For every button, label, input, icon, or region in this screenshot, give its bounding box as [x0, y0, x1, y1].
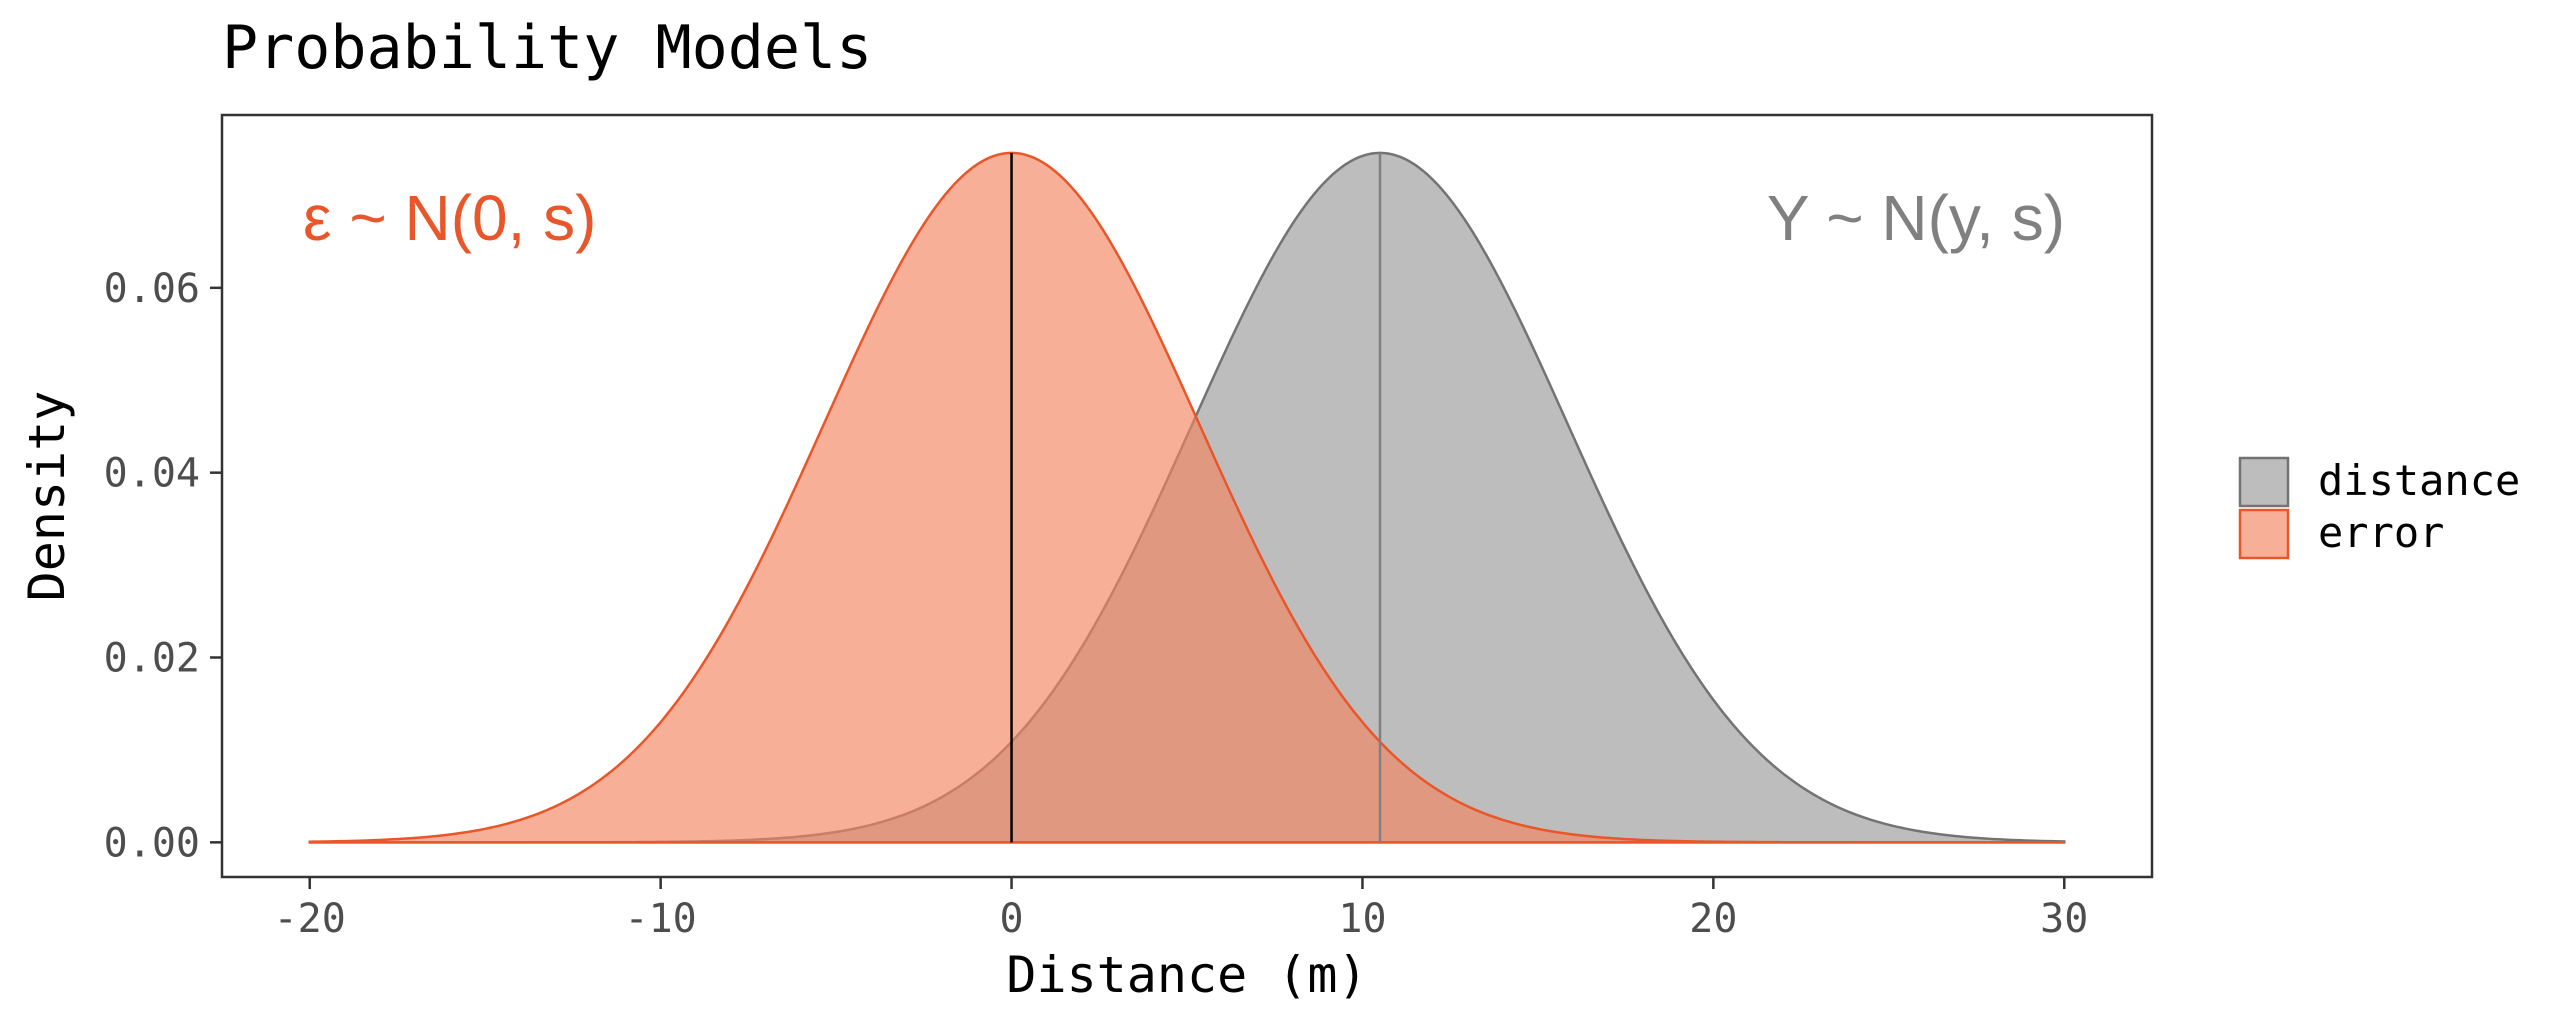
y-tick-label: 0.04: [104, 451, 200, 497]
plot-border: [220, 113, 2154, 879]
y-axis-title: Density: [18, 391, 76, 602]
x-tick-label: 0: [999, 896, 1023, 942]
annotation-distance-formula: Y ~ N(y, s): [1767, 182, 2065, 254]
x-axis-title: Distance (m): [1006, 946, 1367, 1004]
legend-label-distance: distance: [2318, 456, 2520, 505]
mean-lines: [1010, 152, 1382, 843]
x-tick-label: 10: [1338, 896, 1386, 942]
x-tick-label: 30: [2040, 896, 2088, 942]
y-tick-label: 0.02: [104, 636, 200, 682]
density-areas: [308, 151, 2066, 844]
chart-title: Probability Models: [222, 13, 872, 83]
legend-key-distance: [2238, 456, 2290, 508]
y-tick-label: 0.06: [104, 266, 200, 312]
x-tick-label: 20: [1689, 896, 1737, 942]
density-area-error: [308, 151, 2065, 844]
x-tick-label: -20: [274, 896, 346, 942]
y-tick-label: 0.00: [104, 820, 200, 866]
y-axis: 0.00 0.02 0.04 0.06: [104, 266, 222, 866]
x-axis: -20 -10 0 10 20 30: [274, 877, 2088, 942]
x-tick-label: -10: [625, 896, 697, 942]
legend-key-error: [2238, 508, 2290, 560]
legend-label-error: error: [2318, 508, 2444, 557]
annotation-error-formula: ε ~ N(0, s): [303, 182, 596, 254]
